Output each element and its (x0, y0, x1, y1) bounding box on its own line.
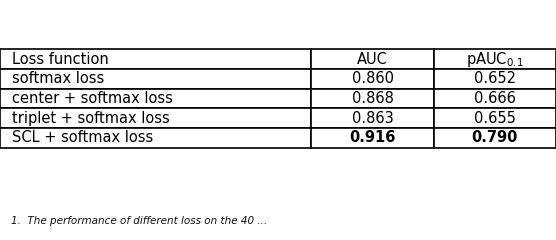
Text: 1.  The performance of different loss on the 40 ...: 1. The performance of different loss on … (11, 216, 267, 226)
